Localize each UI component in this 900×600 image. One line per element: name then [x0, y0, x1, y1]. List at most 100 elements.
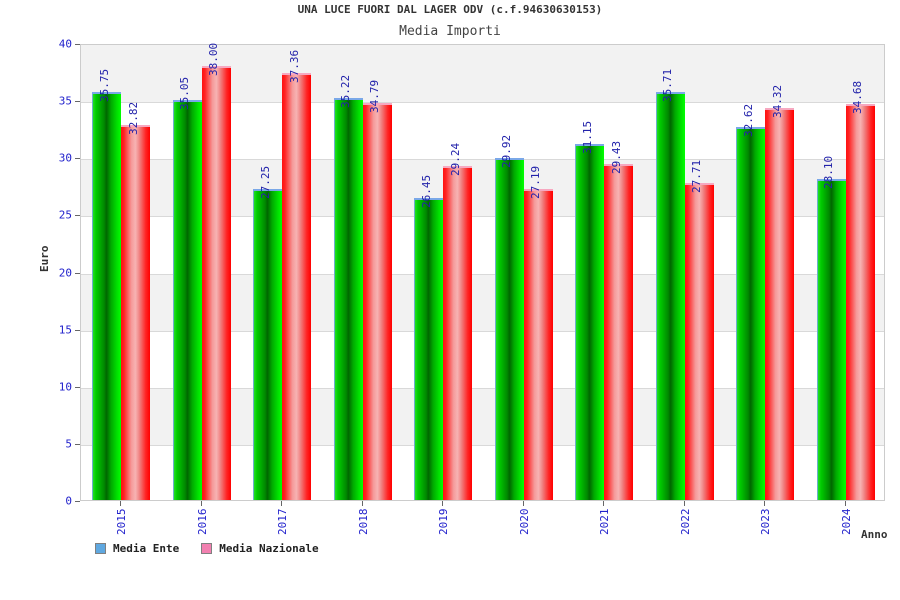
x-axis-tick-mark: [361, 501, 363, 506]
bar-media-nazionale[interactable]: [362, 102, 392, 500]
gridline: [81, 102, 884, 104]
gridline: [81, 159, 884, 161]
bar-media-nazionale[interactable]: [684, 183, 714, 500]
y-axis-tick-label: 15: [58, 323, 72, 337]
gridline: [81, 273, 884, 275]
x-axis-tick-mark: [120, 501, 122, 506]
bar-cap: [575, 144, 605, 147]
y-axis-tick-mark: [75, 215, 80, 217]
bar-media-nazionale[interactable]: [282, 73, 312, 500]
x-axis-tick-mark: [683, 501, 685, 506]
y-axis-tick-mark: [75, 101, 80, 103]
bar-value-label: 26.45: [419, 174, 433, 208]
bar-media-ente[interactable]: [575, 144, 605, 500]
bar-value-label: 35.71: [661, 68, 675, 102]
gridline: [81, 330, 884, 332]
x-axis-tick-label: 2023: [759, 508, 773, 536]
y-axis-tick-mark: [75, 44, 80, 45]
bar-value-label: 38.00: [207, 42, 221, 76]
bar-value-label: 32.82: [126, 101, 140, 136]
x-axis-tick-label: 2021: [598, 508, 612, 536]
bar-cap: [765, 107, 795, 110]
bar-cap: [443, 165, 473, 168]
y-axis-tick-mark: [75, 329, 80, 331]
bar-media-ente[interactable]: [494, 158, 524, 500]
bar-media-nazionale[interactable]: [121, 125, 151, 500]
bar-cap: [333, 97, 363, 100]
bar-value-label: 27.71: [690, 160, 704, 194]
bar-media-nazionale[interactable]: [845, 103, 875, 500]
gridline: [81, 216, 884, 218]
legend-swatch-icon: [95, 543, 106, 554]
bar-value-label: 31.15: [580, 120, 594, 155]
x-axis-tick-label: 2020: [517, 508, 531, 536]
y-axis-tick-label: 30: [58, 151, 72, 165]
legend-item[interactable]: Media Ente: [95, 542, 179, 555]
x-axis-tick-label: 2017: [276, 508, 290, 536]
bar-value-label: 29.43: [609, 140, 623, 174]
gridline: [81, 387, 884, 389]
bar-media-nazionale[interactable]: [523, 189, 553, 500]
x-axis-tick-label: 2024: [839, 508, 853, 536]
bar-media-ente[interactable]: [172, 99, 202, 500]
y-axis-tick-mark: [75, 272, 80, 274]
bar-value-label: 35.22: [339, 74, 353, 108]
bar-media-ente[interactable]: [655, 92, 685, 500]
bar-media-ente[interactable]: [816, 178, 846, 500]
bar-value-label: 29.24: [448, 142, 462, 176]
y-axis-tick-mark: [75, 443, 80, 445]
bar-value-label: 27.25: [258, 165, 272, 199]
bar-media-ente[interactable]: [414, 197, 444, 500]
bar-value-label: 29.92: [500, 135, 514, 169]
bar-media-nazionale[interactable]: [765, 107, 795, 500]
y-axis-tick-label: 35: [58, 94, 72, 108]
bar-cap: [253, 188, 283, 191]
legend-item[interactable]: Media Nazionale: [201, 542, 319, 555]
x-axis-tick-label: 2022: [678, 508, 692, 536]
bar-media-ente[interactable]: [333, 97, 363, 500]
x-axis-tick-label: 2015: [115, 508, 129, 536]
bar-value-label: 34.68: [851, 80, 865, 114]
legend-swatch-icon: [201, 543, 213, 554]
chart-title: UNA LUCE FUORI DAL LAGER ODV (c.f.946306…: [297, 3, 603, 16]
bar-cap: [736, 127, 766, 130]
bar-cap: [845, 103, 875, 106]
y-axis-tick-label: 0: [65, 494, 72, 508]
x-axis-tick-label: 2018: [356, 508, 370, 536]
bar-media-ente[interactable]: [253, 188, 283, 500]
x-axis-tick-mark: [603, 501, 605, 506]
bar-value-label: 35.75: [97, 68, 111, 102]
legend-label: Media Nazionale: [219, 542, 319, 555]
y-axis-tick-label: 25: [58, 208, 72, 222]
bar-cap: [494, 158, 524, 161]
x-axis-tick-mark: [844, 501, 846, 506]
bar-media-ente[interactable]: [736, 127, 766, 500]
x-axis-tick-mark: [442, 501, 444, 506]
y-axis-tick-label: 40: [58, 37, 72, 51]
bar-cap: [523, 189, 553, 192]
bar-value-label: 34.79: [368, 79, 382, 113]
bar-media-nazionale[interactable]: [604, 163, 634, 500]
bar-cap: [172, 99, 202, 102]
bar-cap: [282, 73, 312, 76]
bar-cap: [121, 125, 151, 128]
plot-area: [80, 44, 885, 501]
y-axis-tick-mark: [75, 158, 80, 160]
bar-media-nazionale[interactable]: [201, 65, 231, 500]
bar-media-ente[interactable]: [92, 91, 122, 500]
bar-value-label: 32.62: [741, 104, 755, 138]
bar-media-nazionale[interactable]: [443, 165, 473, 500]
bar-cap: [414, 197, 444, 200]
y-axis-tick-label: 10: [58, 380, 72, 394]
bar-cap: [362, 102, 392, 105]
y-axis-tick-label: 20: [58, 266, 72, 279]
x-axis-tick-mark: [200, 501, 202, 506]
chart-subtitle: Media Importi: [399, 24, 501, 39]
x-axis-tick-label: 2019: [437, 508, 451, 536]
bar-value-label: 37.36: [287, 50, 301, 84]
x-axis-tick-mark: [764, 501, 766, 506]
bar-value-label: 28.10: [822, 155, 836, 189]
x-axis-tick-mark: [281, 501, 283, 506]
x-axis-tick-label: 2016: [195, 508, 209, 536]
